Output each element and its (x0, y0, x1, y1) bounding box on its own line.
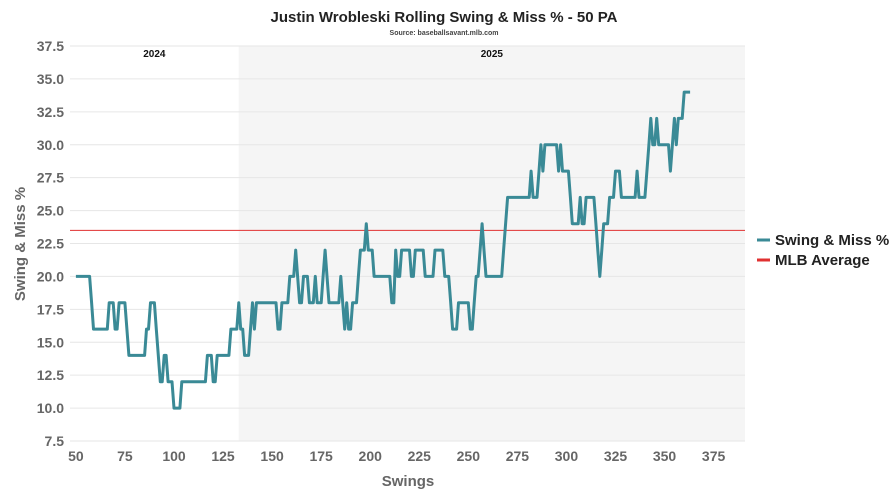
x-tick-label: 100 (162, 448, 186, 464)
x-tick-label: 150 (260, 448, 284, 464)
x-tick-label: 225 (408, 448, 432, 464)
x-tick-label: 300 (555, 448, 579, 464)
y-tick-label: 20.0 (37, 268, 64, 284)
x-tick-label: 375 (702, 448, 726, 464)
x-axis-label: Swings (382, 473, 435, 490)
y-tick-label: 37.5 (37, 38, 64, 54)
x-tick-label: 325 (604, 448, 628, 464)
series-line-swing-miss (75, 90, 691, 410)
y-tick-label: 32.5 (37, 104, 64, 120)
y-tick-label: 22.5 (37, 236, 64, 252)
x-tick-label: 350 (653, 448, 677, 464)
y-tick-label: 25.0 (37, 203, 64, 219)
x-tick-label: 75 (117, 448, 133, 464)
x-tick-label: 175 (309, 448, 333, 464)
x-tick-label: 50 (68, 448, 84, 464)
legend: Swing & Miss % MLB Average (757, 232, 889, 269)
x-tick-label: 125 (211, 448, 235, 464)
x-tick-label: 200 (359, 448, 383, 464)
y-tick-label: 30.0 (37, 137, 64, 153)
y-tick-label: 17.5 (37, 301, 64, 317)
season-label: 2024 (143, 49, 166, 60)
y-tick-label: 10.0 (37, 400, 64, 416)
chart-subtitle: Source: baseballsavant.mlb.com (390, 30, 499, 37)
y-tick-label: 15.0 (37, 334, 64, 350)
season-label: 2025 (481, 49, 504, 60)
y-tick-label: 12.5 (37, 367, 64, 383)
legend-series-label: Swing & Miss % (775, 232, 889, 249)
x-tick-label: 250 (457, 448, 481, 464)
y-tick-label: 7.5 (45, 433, 65, 449)
y-tick-label: 27.5 (37, 170, 64, 186)
y-tick-label: 35.0 (37, 71, 64, 87)
legend-reference-label: MLB Average (775, 252, 870, 269)
chart-title: Justin Wrobleski Rolling Swing & Miss % … (271, 9, 618, 26)
x-tick-label: 275 (506, 448, 530, 464)
y-axis-label: Swing & Miss % (12, 187, 29, 301)
